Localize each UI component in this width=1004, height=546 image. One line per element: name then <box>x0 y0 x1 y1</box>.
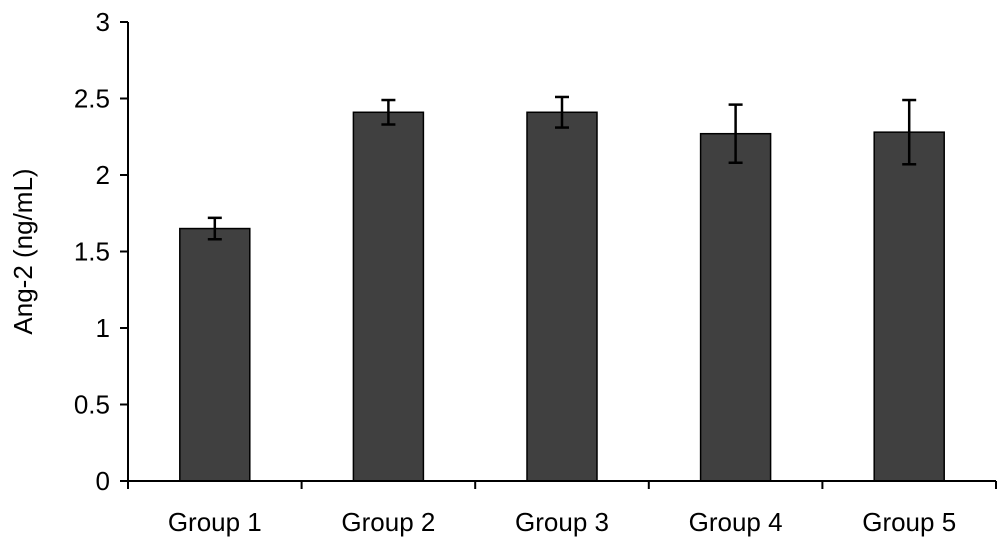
y-tick-label: 1.5 <box>74 237 110 267</box>
y-tick-label: 1 <box>96 313 110 343</box>
y-tick-label: 2.5 <box>74 84 110 114</box>
y-tick-label: 0 <box>96 466 110 496</box>
bar <box>179 227 251 482</box>
x-tick-label: Group 1 <box>168 507 262 537</box>
x-tick-label: Group 3 <box>515 507 609 537</box>
y-ticks-layer: 0 0.5 1 1.5 2 2.5 3 <box>74 7 128 496</box>
bar <box>699 132 772 482</box>
x-tick-label: Group 4 <box>689 507 783 537</box>
bar <box>873 131 945 482</box>
x-tick-label: Group 2 <box>341 507 435 537</box>
bar <box>352 111 425 482</box>
bars-layer <box>179 111 945 482</box>
y-tick-label: 3 <box>96 7 110 37</box>
x-ticks-layer: Group 1 Group 2 Group 3 Group 4 Group 5 <box>127 481 997 537</box>
x-tick-label: Group 5 <box>862 507 956 537</box>
bar <box>526 111 598 482</box>
y-tick-label: 2 <box>96 160 110 190</box>
y-axis-title: Ang-2 (ng/mL) <box>8 168 38 334</box>
y-tick-label: 0.5 <box>74 390 110 420</box>
error-bars-layer <box>207 95 917 241</box>
